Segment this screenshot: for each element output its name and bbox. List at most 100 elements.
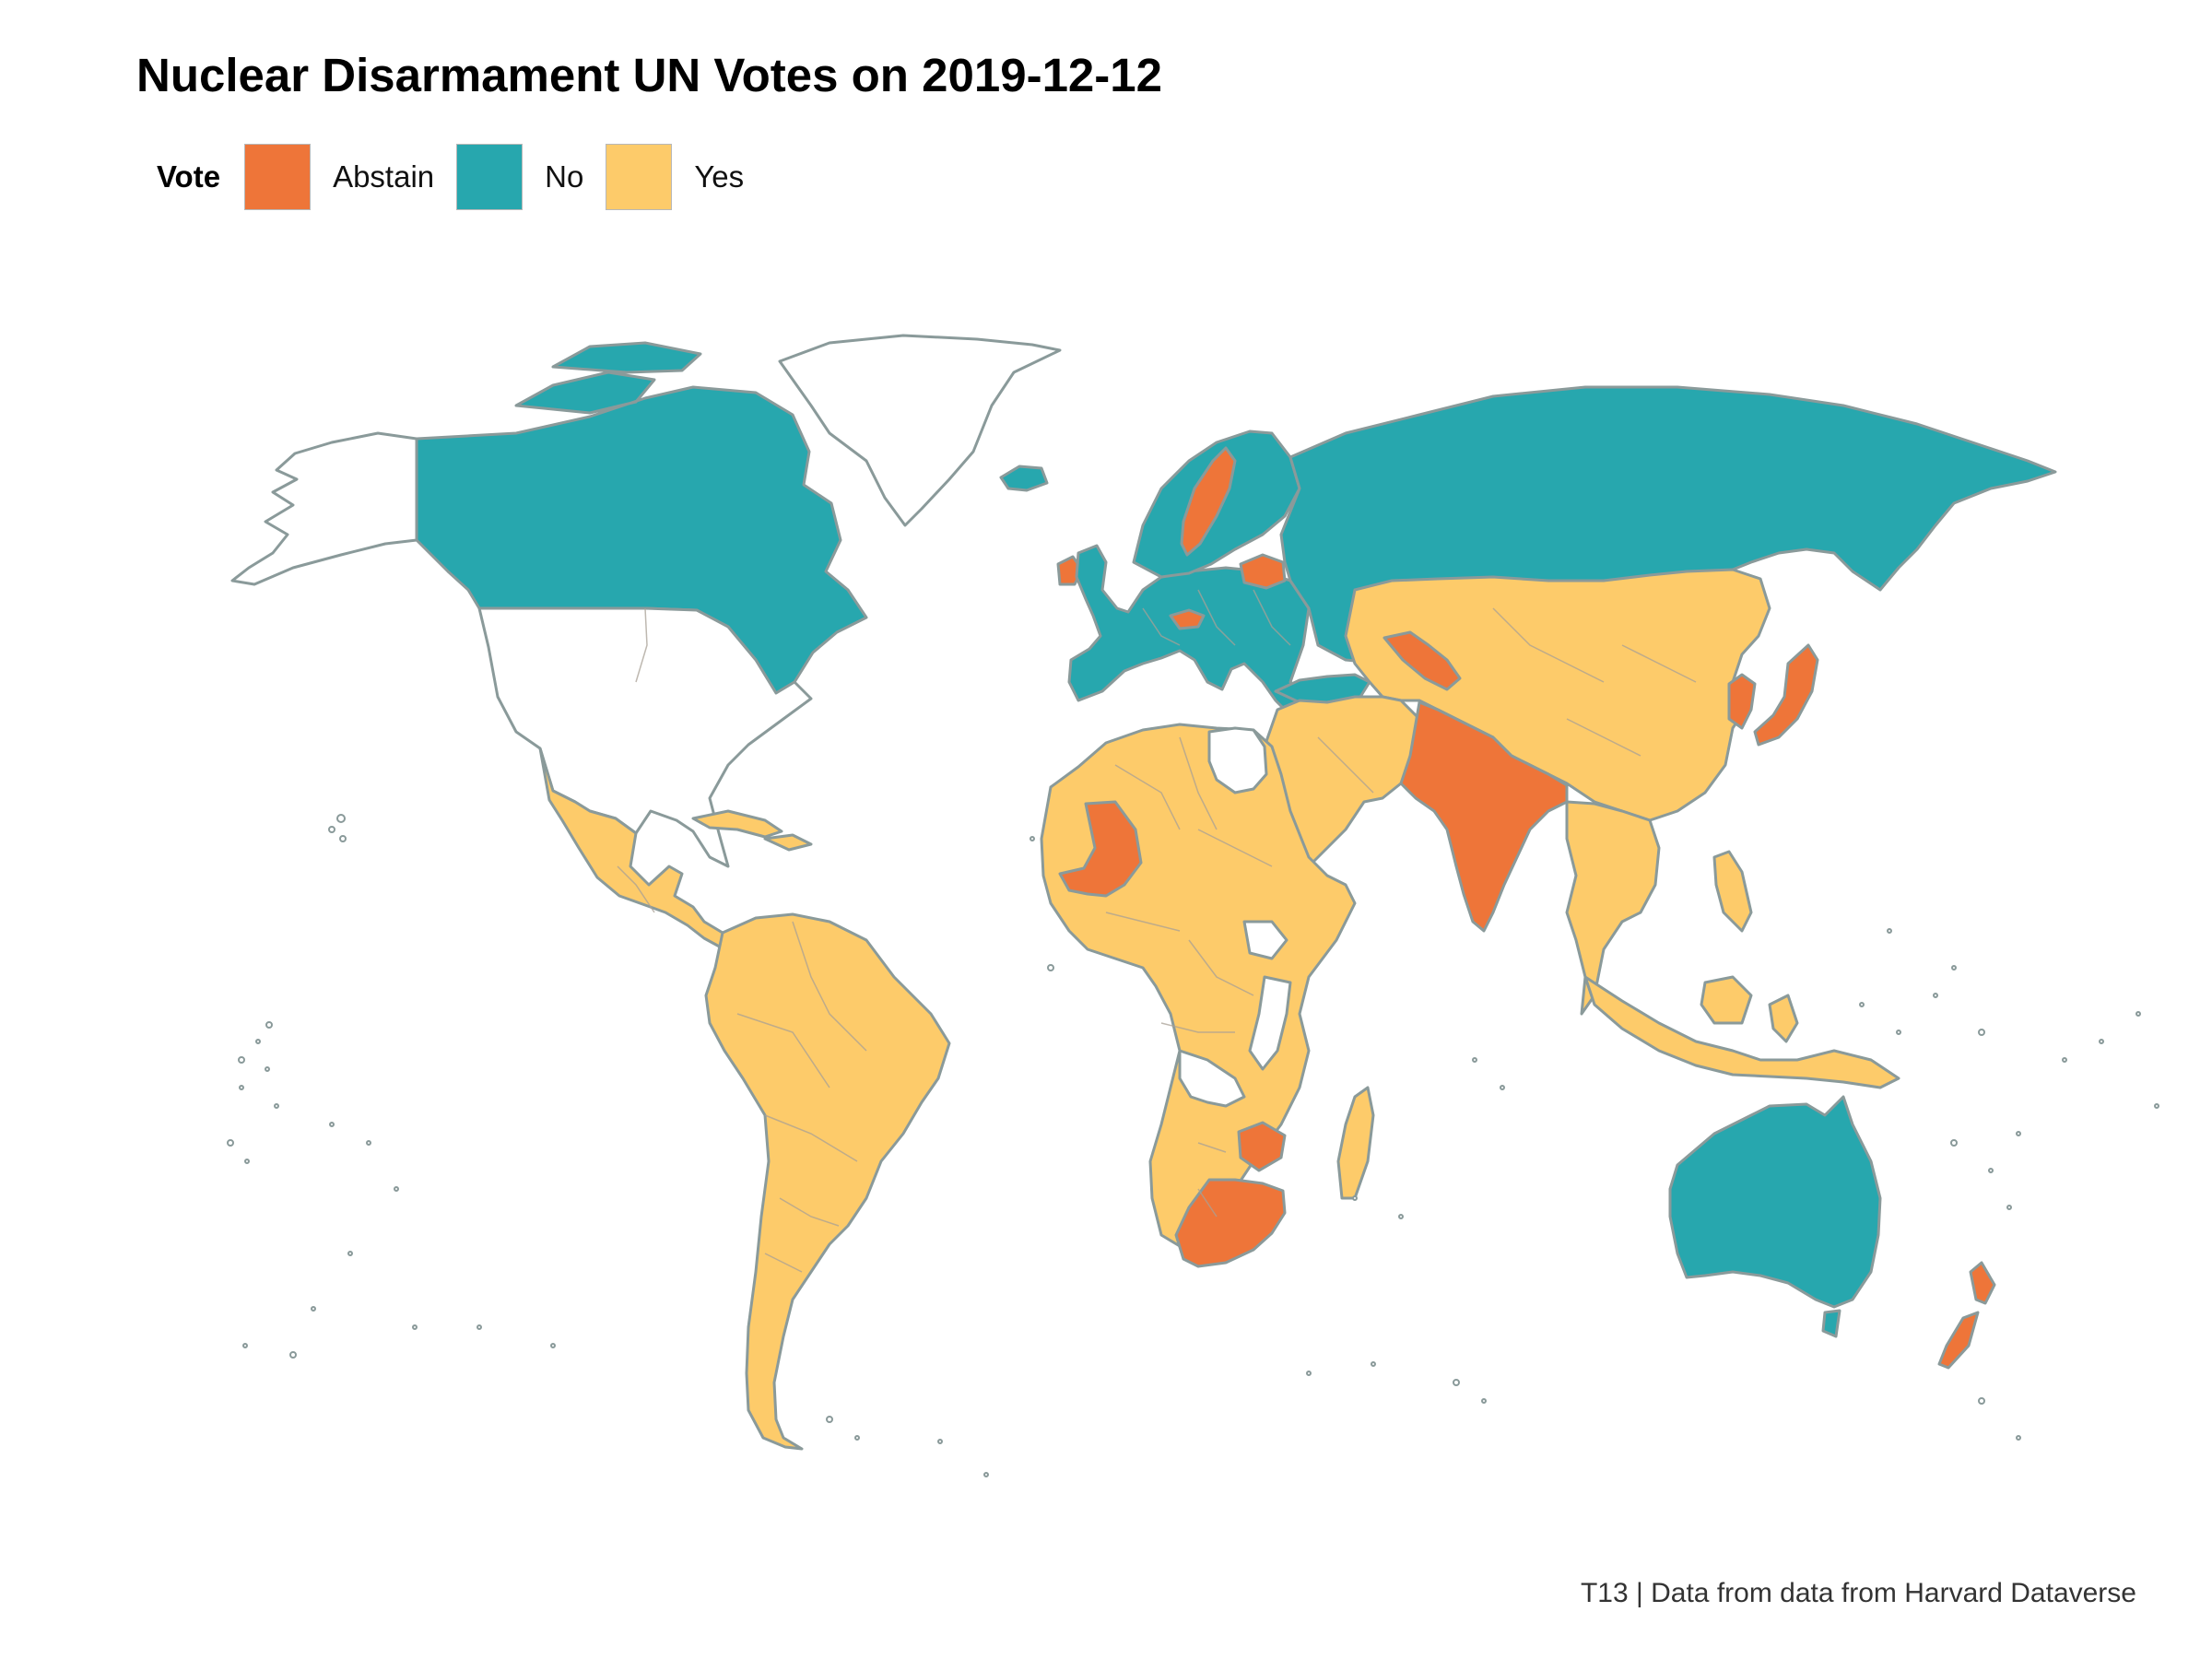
country-border [1114, 764, 1181, 830]
island [2016, 1435, 2021, 1441]
island [329, 1122, 335, 1127]
island [2154, 1103, 2159, 1109]
region-madagascar [1336, 1086, 1375, 1200]
legend-label-no: No [545, 159, 584, 194]
country-border [1566, 718, 1641, 757]
island [1896, 1030, 1901, 1035]
island [328, 826, 335, 833]
region-india-and-pakistan [1399, 700, 1569, 933]
legend-label-abstain: Abstain [333, 159, 435, 194]
island [311, 1306, 316, 1312]
island [2006, 1205, 2012, 1210]
island [366, 1140, 371, 1146]
country-border [1621, 644, 1697, 683]
region-uzbekistan [1382, 630, 1462, 691]
country-border [1492, 607, 1605, 683]
island [1398, 1214, 1404, 1219]
country-border [764, 1114, 858, 1162]
country-border [1197, 1142, 1227, 1153]
legend-item-yes: Yes [606, 144, 744, 210]
island [239, 1085, 244, 1090]
island [477, 1324, 482, 1330]
region-sweden [1180, 446, 1237, 557]
country-border [1317, 736, 1374, 794]
legend-swatch-abstain [244, 144, 312, 210]
country-border [617, 865, 655, 913]
island [1306, 1371, 1312, 1376]
region-central-asia-china-and-mongolia [1344, 568, 1771, 822]
region-libya [1207, 726, 1268, 794]
legend-swatch-yes [606, 144, 673, 210]
island [1951, 965, 1957, 971]
island [1950, 1139, 1958, 1147]
internal-borders [617, 589, 1697, 1273]
island [983, 1472, 989, 1477]
island [1453, 1379, 1460, 1386]
region-south-africa [1174, 1178, 1287, 1268]
legend-label-yes: Yes [694, 159, 745, 194]
island [937, 1439, 943, 1444]
legend-item-abstain: Abstain [244, 144, 434, 210]
country-border [764, 1253, 803, 1273]
region-new-zealand [1937, 1261, 1996, 1370]
island [336, 814, 346, 823]
island [394, 1186, 399, 1192]
island [1047, 964, 1054, 971]
region-southeast-asia [1565, 800, 1661, 1016]
island [347, 1251, 353, 1256]
country-border [1160, 1022, 1235, 1033]
region-alaska [230, 431, 418, 586]
island [1481, 1398, 1487, 1404]
island [1933, 993, 1938, 998]
island [854, 1435, 860, 1441]
island [1978, 1397, 1985, 1405]
island [289, 1351, 297, 1359]
legend-title: Vote [157, 159, 221, 194]
island [1472, 1057, 1477, 1063]
island [2136, 1011, 2141, 1017]
country-border [1197, 1188, 1218, 1218]
island [339, 835, 347, 842]
island [274, 1103, 279, 1109]
island [1988, 1168, 1994, 1173]
country-border [1253, 589, 1291, 646]
island [238, 1056, 245, 1064]
region-cuba [691, 809, 813, 852]
region-horn-and-central-africa-gaps [1178, 920, 1292, 1108]
caption: T13 | Data from data from Harvard Datave… [1580, 1578, 2136, 1608]
region-zimbabwe [1237, 1121, 1287, 1172]
island [265, 1021, 273, 1029]
region-korea [1727, 673, 1757, 730]
country-border [736, 1013, 830, 1088]
country-border [779, 1197, 840, 1227]
island [242, 1343, 248, 1348]
region-japan [1753, 643, 1819, 747]
island [265, 1066, 270, 1072]
island [2016, 1131, 2021, 1136]
country-border [1105, 912, 1181, 932]
island [826, 1416, 833, 1423]
region-australia [1668, 1095, 1882, 1338]
legend-item-no: No [456, 144, 583, 210]
island [1030, 836, 1035, 841]
country-border [1188, 939, 1254, 996]
country-border [635, 607, 648, 683]
region-greenland [778, 334, 1062, 527]
island [550, 1343, 556, 1348]
region-iceland [999, 465, 1049, 492]
country-border [1142, 607, 1181, 646]
island [255, 1039, 261, 1044]
island [227, 1139, 234, 1147]
island [244, 1159, 250, 1164]
island [1859, 1002, 1865, 1007]
country-border [1197, 829, 1273, 867]
region-mali [1058, 800, 1143, 898]
country-border [1179, 736, 1218, 830]
region-south-america [704, 912, 951, 1451]
island [2099, 1039, 2104, 1044]
country-border [792, 921, 867, 1052]
island [1500, 1085, 1505, 1090]
region-austria [1169, 608, 1206, 630]
map-regions [230, 334, 2057, 1451]
island [1978, 1029, 1985, 1036]
